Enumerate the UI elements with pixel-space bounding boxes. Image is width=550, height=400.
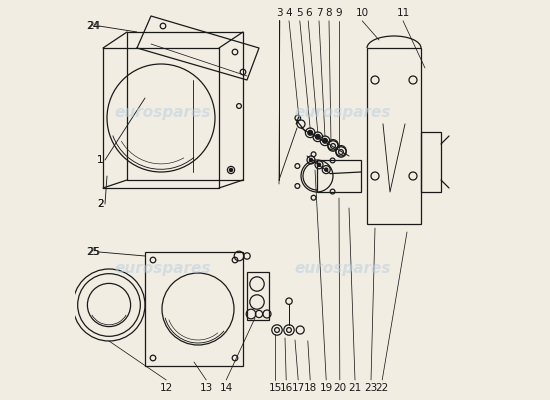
Text: 11: 11 [397, 8, 410, 18]
Text: 14: 14 [219, 383, 233, 393]
Text: 25: 25 [86, 247, 100, 257]
Text: 2: 2 [97, 199, 103, 209]
Text: 9: 9 [336, 8, 342, 18]
Text: 15: 15 [268, 383, 282, 393]
Bar [367, 48, 421, 224]
Text: 21: 21 [348, 383, 362, 393]
Circle shape [323, 138, 327, 143]
Text: eurospares: eurospares [115, 104, 211, 120]
Text: 25: 25 [87, 247, 100, 257]
Text: 18: 18 [304, 383, 317, 393]
Text: 4: 4 [285, 8, 292, 18]
Text: 24: 24 [86, 21, 100, 31]
Text: 5: 5 [296, 8, 303, 18]
Text: 19: 19 [320, 383, 333, 393]
Circle shape [229, 168, 233, 172]
Circle shape [308, 130, 312, 135]
Text: 13: 13 [200, 383, 213, 393]
Text: 3: 3 [277, 8, 283, 18]
Text: 22: 22 [376, 383, 389, 393]
Bar [145, 252, 243, 366]
Text: 23: 23 [364, 383, 378, 393]
Text: 24: 24 [87, 21, 100, 31]
Text: eurospares: eurospares [115, 260, 211, 276]
Text: 2: 2 [97, 199, 103, 209]
Bar [421, 132, 441, 192]
Text: 1: 1 [97, 155, 103, 165]
Circle shape [317, 163, 321, 166]
Text: 16: 16 [279, 383, 293, 393]
Circle shape [315, 134, 320, 139]
Text: eurospares: eurospares [295, 104, 391, 120]
Text: 6: 6 [305, 8, 311, 18]
Text: 12: 12 [160, 383, 173, 393]
Text: 10: 10 [356, 8, 369, 18]
Circle shape [310, 158, 312, 162]
Text: 17: 17 [292, 383, 305, 393]
Bar [317, 160, 361, 192]
Circle shape [324, 168, 328, 171]
Text: 20: 20 [333, 383, 346, 393]
Bar [247, 272, 269, 320]
Text: 7: 7 [316, 8, 322, 18]
Text: eurospares: eurospares [295, 260, 391, 276]
Text: 8: 8 [326, 8, 332, 18]
Text: 1: 1 [97, 155, 103, 165]
